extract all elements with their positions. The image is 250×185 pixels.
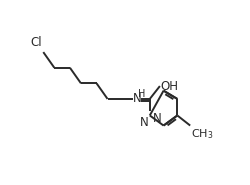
Text: N: N [153,112,162,125]
Text: OH: OH [161,80,179,92]
Text: Cl: Cl [30,36,42,49]
Text: CH$_3$: CH$_3$ [191,127,214,141]
Text: N: N [140,116,149,129]
Text: N: N [132,92,141,105]
Text: H: H [138,89,146,99]
